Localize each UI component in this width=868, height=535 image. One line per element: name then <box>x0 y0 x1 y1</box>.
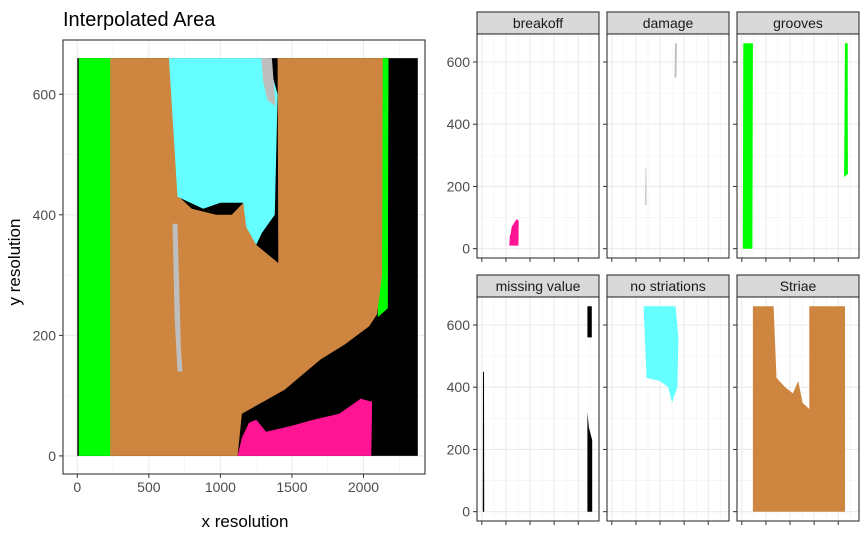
facet-grooves-gridlines <box>737 34 859 258</box>
main-x-tick-label: 2000 <box>348 479 379 495</box>
main-x-tick-label: 1500 <box>276 479 307 495</box>
facet-label-striae: Striae <box>780 278 817 294</box>
facet-damage-background <box>607 34 729 258</box>
facet-damage-gridlines <box>607 34 729 258</box>
facet-border-striae <box>736 296 860 522</box>
facet-border-missing-value <box>476 296 600 522</box>
facet-region-damage <box>645 167 647 206</box>
facet-label-grooves: grooves <box>773 15 823 31</box>
facet-region-missing-value <box>587 306 592 338</box>
x-axis-title: x resolution <box>202 512 289 531</box>
region-grooves <box>78 58 114 456</box>
main-plot-panel: 0 200 400 600 0 500 1000 1500 2000 <box>33 39 426 495</box>
main-x-tick-label: 500 <box>137 479 161 495</box>
facet-missing-value-gridlines <box>477 297 599 521</box>
facet-no-striations: no striations <box>603 274 730 525</box>
main-chart-title: Interpolated Area <box>63 9 216 31</box>
facet-breakoff-y-tick-label: 200 <box>447 178 471 194</box>
facet-region-missing-value <box>587 412 593 512</box>
facet-breakoff-marks <box>509 219 519 246</box>
facet-region-grooves <box>844 43 848 178</box>
facet-label-no-striations: no striations <box>630 278 705 294</box>
facet-breakoff-y-tick-label: 0 <box>462 241 470 257</box>
facet-missing-value-y-tick-label: 400 <box>447 379 471 395</box>
facet-damage-marks <box>645 43 677 206</box>
region-damage <box>261 58 276 107</box>
y-axis-title: y resolution <box>5 219 24 306</box>
facet-missing-value-y-tick-label: 600 <box>447 317 471 333</box>
facet-damage: damage <box>603 11 730 262</box>
facet-missing-value-y-tick-label: 0 <box>462 504 470 520</box>
region-no-striations <box>168 58 278 245</box>
facet-label-missing-value: missing value <box>496 278 581 294</box>
facet-grooves-background <box>737 34 859 258</box>
facet-missing-value-marks <box>482 306 593 512</box>
facet-missing-value: missing value 0 200 400 600 <box>447 274 600 525</box>
facet-region-no-striations <box>643 306 679 403</box>
main-x-tick-label: 0 <box>73 479 81 495</box>
main-panel-border <box>62 39 426 475</box>
main-marks <box>77 58 418 456</box>
region-breakoff <box>237 398 373 456</box>
main-y-tick-label: 600 <box>33 86 57 102</box>
main-y-tick-label: 400 <box>33 207 57 223</box>
facet-breakoff: breakoff 0 200 400 600 <box>447 11 600 262</box>
facet-grooves: grooves <box>733 11 860 262</box>
facet-region-striae <box>752 306 845 512</box>
facet-striae: Striae <box>733 274 860 525</box>
facet-breakoff-background <box>477 34 599 258</box>
facet-grooves-marks <box>742 43 848 249</box>
facet-grid: breakoff 0 200 400 600 damage grooves missing v… <box>447 11 860 525</box>
facet-no-striations-marks <box>643 306 679 403</box>
facet-border-no-striations <box>606 296 730 522</box>
facet-breakoff-y-tick-label: 600 <box>447 54 471 70</box>
facet-label-damage: damage <box>643 15 694 31</box>
facet-breakoff-y-tick-label: 400 <box>447 116 471 132</box>
region-damage <box>172 223 183 372</box>
facet-missing-value-y-tick-label: 200 <box>447 441 471 457</box>
main-y-tick-label: 0 <box>48 448 56 464</box>
facet-missing-value-background <box>477 297 599 521</box>
facet-striae-marks <box>752 306 845 512</box>
facet-border-breakoff <box>476 33 600 259</box>
facet-region-grooves <box>742 43 753 249</box>
main-y-tick-label: 200 <box>33 327 57 343</box>
facet-border-grooves <box>736 33 860 259</box>
facet-border-damage <box>606 33 730 259</box>
facet-region-breakoff <box>509 219 519 246</box>
facet-region-damage <box>674 43 677 78</box>
facet-label-breakoff: breakoff <box>513 15 563 31</box>
main-x-tick-label: 1000 <box>205 479 236 495</box>
facet-region-missing-value <box>482 371 485 512</box>
